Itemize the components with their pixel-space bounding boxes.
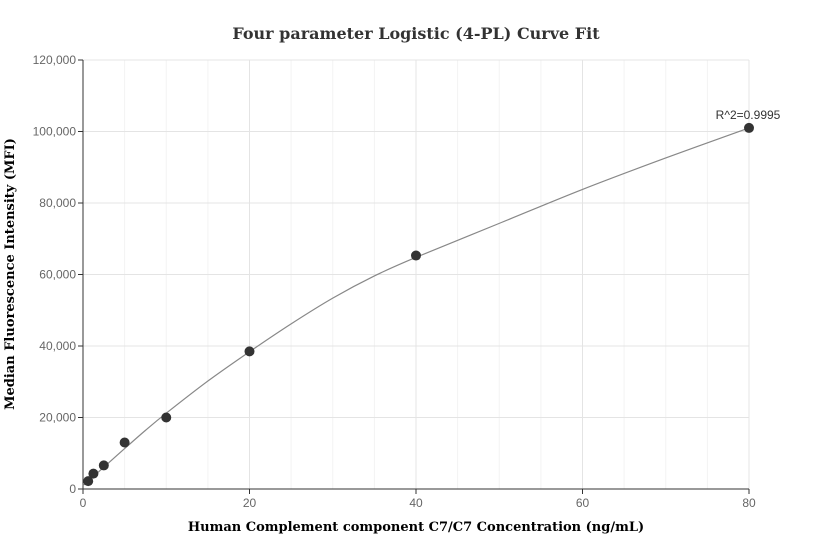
x-tick-label: 80	[742, 496, 756, 510]
data-point	[98, 460, 109, 471]
x-tick-label: 40	[409, 496, 423, 510]
data-point	[88, 468, 99, 479]
y-tick-label: 80,000	[39, 196, 76, 210]
data-point	[161, 412, 172, 423]
x-tick-label: 60	[576, 496, 590, 510]
y-tick-label: 20,000	[39, 411, 76, 425]
grid	[83, 59, 750, 489]
x-tick-label: 0	[80, 496, 87, 510]
data-point	[411, 250, 421, 261]
y-tick-label: 100,000	[33, 125, 77, 139]
data-point	[744, 122, 754, 133]
data-point	[119, 437, 130, 448]
y-tick-label: 60,000	[39, 268, 76, 282]
data-point	[244, 346, 255, 357]
x-axis-label: Human Complement component C7/C7 Concent…	[188, 520, 644, 535]
x-tick-label: 20	[243, 496, 257, 510]
chart-title: Four parameter Logistic (4-PL) Curve Fit	[232, 24, 600, 43]
y-tick-label: 40,000	[39, 339, 76, 353]
y-axis-ticks: 0 20,000 40,000 60,000 80,000 100,000 120,000	[33, 53, 83, 496]
x-axis-ticks: 0 20 40 60 80	[80, 489, 756, 510]
y-tick-label: 0	[69, 482, 76, 496]
data-point	[83, 476, 94, 487]
y-tick-label: 120,000	[33, 53, 77, 67]
data-points	[83, 122, 754, 487]
y-axis-label: Median Fluorescence Intensity (MFI)	[3, 138, 18, 410]
r-squared-annotation: R^2=0.9995	[716, 108, 781, 122]
